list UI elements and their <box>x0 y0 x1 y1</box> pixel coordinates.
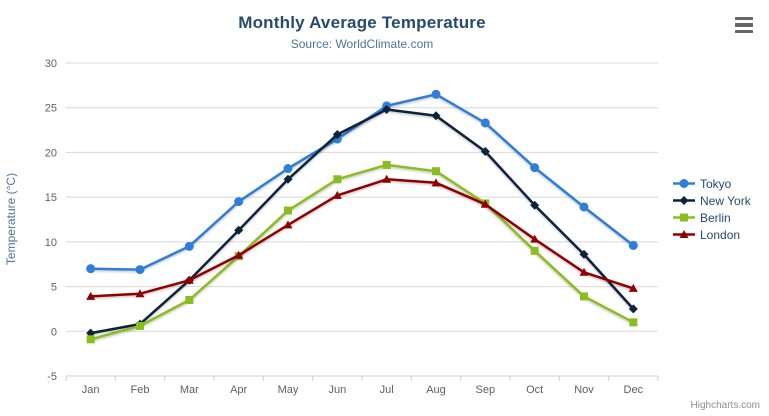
series-marker[interactable] <box>333 175 342 184</box>
x-axis-label: Aug <box>426 384 446 396</box>
legend-marker-triangle-icon <box>673 230 695 238</box>
series-line-tokyo[interactable] <box>89 93 635 271</box>
legend-marker-circle-icon <box>673 179 695 188</box>
series-marker[interactable] <box>136 321 144 330</box>
legend-item-new-york[interactable]: New York <box>672 192 751 209</box>
series-marker[interactable] <box>579 249 589 259</box>
legend-label: Berlin <box>700 210 731 225</box>
legend: Tokyo New York Berlin London <box>672 175 751 243</box>
y-axis-label: 0 <box>51 326 57 338</box>
series-marker[interactable] <box>283 164 293 174</box>
x-axis-label: Dec <box>624 384 644 396</box>
series-marker[interactable] <box>184 241 194 251</box>
series-line-berlin[interactable] <box>89 163 635 341</box>
series-marker[interactable] <box>580 292 588 301</box>
series-marker[interactable] <box>628 240 638 250</box>
series-marker[interactable] <box>382 160 391 169</box>
series-marker[interactable] <box>382 105 392 115</box>
y-axis-label: 15 <box>45 192 57 204</box>
series-marker[interactable] <box>284 206 292 215</box>
export-menu-button[interactable] <box>731 14 757 36</box>
series-marker[interactable] <box>234 197 244 207</box>
series-marker[interactable] <box>86 328 96 338</box>
series-marker[interactable] <box>679 179 689 188</box>
y-axis-label: 30 <box>45 58 57 70</box>
series-marker[interactable] <box>530 163 540 173</box>
series-tokyo[interactable] <box>86 89 638 275</box>
y-axis-label: 10 <box>45 237 57 249</box>
x-axis-label: Mar <box>180 384 199 396</box>
series-marker[interactable] <box>185 295 194 304</box>
x-axis-label: Nov <box>574 384 594 396</box>
series-marker[interactable] <box>679 196 689 205</box>
series-marker[interactable] <box>579 267 589 276</box>
y-axis-label: 20 <box>45 147 57 159</box>
series-marker[interactable] <box>283 174 293 184</box>
series-marker[interactable] <box>480 199 490 208</box>
highcharts-credits-link[interactable]: Highcharts.com <box>690 400 760 411</box>
series-marker[interactable] <box>283 220 293 229</box>
series-marker[interactable] <box>480 118 490 128</box>
series-marker[interactable] <box>382 174 392 183</box>
hamburger-icon <box>735 17 753 21</box>
series-marker[interactable] <box>530 246 539 255</box>
series-marker[interactable] <box>530 200 540 210</box>
x-axis-label: Feb <box>131 384 150 396</box>
legend-label: New York <box>700 193 751 208</box>
y-axis-label: 25 <box>45 103 57 115</box>
legend-label: Tokyo <box>700 176 732 191</box>
series-line-london[interactable] <box>89 178 635 298</box>
series-marker[interactable] <box>628 304 638 314</box>
y-axis-label: 5 <box>51 282 57 294</box>
series-marker[interactable] <box>679 230 689 238</box>
legend-item-london[interactable]: London <box>672 226 751 243</box>
series-marker[interactable] <box>332 190 342 199</box>
series-marker[interactable] <box>629 318 638 327</box>
x-axis-label: May <box>278 384 299 396</box>
series-marker[interactable] <box>680 213 688 222</box>
series-marker[interactable] <box>431 89 441 99</box>
y-axis-label: -5 <box>47 371 57 383</box>
series-marker[interactable] <box>628 283 638 292</box>
x-axis-label: Jan <box>82 384 100 396</box>
series-marker[interactable] <box>432 167 440 176</box>
series-marker[interactable] <box>86 264 96 274</box>
series-marker[interactable] <box>480 147 490 157</box>
series-marker[interactable] <box>431 111 441 121</box>
series-marker[interactable] <box>332 130 342 140</box>
series-marker[interactable] <box>579 202 589 212</box>
series-marker[interactable] <box>184 275 194 284</box>
y-axis-title: Temperature (°C) <box>4 173 18 265</box>
hamburger-icon <box>735 29 753 33</box>
chart-subtitle: Source: WorldClimate.com <box>290 37 434 51</box>
series-new-york[interactable] <box>86 105 638 338</box>
series-marker[interactable] <box>431 178 441 187</box>
legend-marker-square-icon <box>673 213 695 222</box>
x-axis-label: Jun <box>328 384 346 396</box>
x-axis-label: Oct <box>526 384 543 396</box>
legend-label: London <box>700 227 741 242</box>
series-marker[interactable] <box>234 225 244 235</box>
legend-item-berlin[interactable]: Berlin <box>672 209 751 226</box>
x-axis-label: Sep <box>476 384 496 396</box>
x-axis-label: Jul <box>380 384 394 396</box>
series-line-new-york[interactable] <box>89 108 635 335</box>
chart-title: Monthly Average Temperature <box>238 13 486 32</box>
series-marker[interactable] <box>135 289 145 298</box>
legend-marker-diamond-icon <box>673 196 695 205</box>
x-axis-label: Apr <box>230 384 247 396</box>
series-marker[interactable] <box>135 265 145 275</box>
series-london[interactable] <box>86 174 638 300</box>
legend-item-tokyo[interactable]: Tokyo <box>672 175 751 192</box>
series-marker[interactable] <box>86 335 95 344</box>
series-marker[interactable] <box>234 250 244 259</box>
series-marker[interactable] <box>86 291 96 300</box>
series-marker[interactable] <box>530 234 540 243</box>
hamburger-icon <box>735 23 753 27</box>
